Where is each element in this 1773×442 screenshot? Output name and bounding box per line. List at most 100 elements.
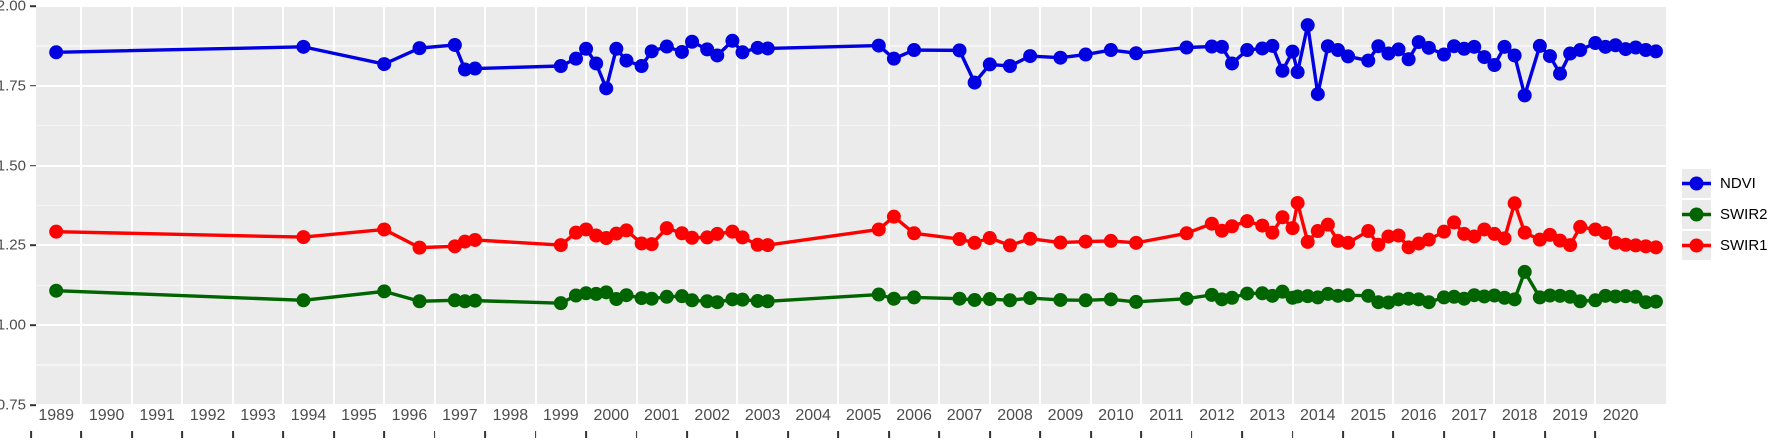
legend-item-ndvi[interactable]: NDVI <box>1682 168 1773 199</box>
x-tick-mark <box>1443 431 1445 438</box>
x-tick-label: 2014 <box>1299 407 1336 424</box>
y-tick-mark <box>30 85 36 87</box>
data-point <box>1648 240 1663 255</box>
x-tick-mark <box>534 431 537 438</box>
legend-item-swir1[interactable]: SWIR1 <box>1682 230 1773 261</box>
data-point <box>659 39 674 54</box>
data-point <box>296 293 311 308</box>
y-tick-label: 0.75 <box>0 396 26 414</box>
data-point <box>907 43 922 58</box>
data-point <box>1078 234 1093 249</box>
data-point <box>412 294 427 309</box>
data-point <box>1129 46 1144 61</box>
series-ndvi <box>49 18 1663 103</box>
y-tick-label: 1.00 <box>0 316 26 334</box>
data-point <box>447 293 462 308</box>
gridline-horizontal-major <box>36 244 1666 247</box>
data-point <box>1002 293 1017 308</box>
gridline-vertical <box>1442 6 1445 405</box>
data-point <box>1542 49 1557 64</box>
x-tick-label: 2015 <box>1350 407 1387 424</box>
gridline-horizontal-major <box>36 324 1666 327</box>
data-point <box>553 238 568 253</box>
x-tick-label: 1997 <box>442 407 478 424</box>
x-tick-mark <box>988 431 991 438</box>
data-point <box>1204 39 1219 54</box>
y-tick-mark <box>30 324 36 326</box>
x-tick-label: 1993 <box>240 407 276 424</box>
data-point <box>760 238 775 253</box>
gridline-vertical <box>786 6 789 405</box>
data-point <box>760 294 775 309</box>
gridline-vertical <box>130 6 133 405</box>
data-point <box>553 59 568 74</box>
data-point <box>1573 219 1588 234</box>
x-tick-label: 2007 <box>946 407 983 424</box>
data-point <box>589 56 604 71</box>
x-tick-mark <box>231 431 234 438</box>
data-point <box>952 43 967 58</box>
gridline-vertical <box>1594 6 1597 405</box>
x-tick-label: 2016 <box>1400 407 1437 424</box>
data-point <box>1477 289 1492 304</box>
legend-key-icon <box>1682 169 1711 198</box>
data-point <box>634 291 649 306</box>
data-point <box>1265 225 1280 240</box>
data-point <box>659 221 674 236</box>
x-tick-label: 2005 <box>845 407 882 424</box>
gridline-horizontal-minor <box>36 364 1666 366</box>
gridline-vertical <box>1241 6 1244 405</box>
data-point <box>296 39 311 54</box>
data-point <box>1225 219 1240 234</box>
gridline-horizontal-minor <box>36 125 1666 127</box>
x-tick-label: 1994 <box>290 407 327 424</box>
data-point <box>568 51 583 66</box>
data-point <box>1214 39 1229 54</box>
data-point <box>1002 59 1017 74</box>
x-tick-mark <box>1342 431 1344 438</box>
x-tick-mark <box>1039 431 1042 438</box>
data-point <box>619 288 634 303</box>
data-point <box>967 75 982 90</box>
x-tick-mark <box>383 431 386 438</box>
data-point <box>1103 43 1118 58</box>
data-point <box>659 289 674 304</box>
gridline-vertical <box>1493 6 1496 405</box>
data-point <box>1275 284 1290 299</box>
data-point <box>634 59 649 74</box>
data-point <box>1507 196 1522 211</box>
data-point <box>49 224 64 239</box>
y-tick-mark <box>30 5 36 7</box>
data-point <box>1532 38 1547 53</box>
data-point <box>967 235 982 250</box>
data-point <box>1598 225 1613 240</box>
chart-legend: NDVI SWIR2 SWIR1 <box>1682 168 1773 274</box>
data-point <box>579 41 594 56</box>
legend-item-swir2[interactable]: SWIR2 <box>1682 199 1773 230</box>
data-point <box>735 45 750 60</box>
x-tick-label: 1990 <box>88 407 125 424</box>
data-point <box>1638 239 1653 254</box>
data-point <box>725 33 740 48</box>
data-point <box>760 41 775 56</box>
data-point <box>1225 290 1240 305</box>
data-point <box>1618 289 1633 304</box>
gridline-vertical <box>484 6 487 405</box>
data-point <box>1421 295 1436 310</box>
data-point <box>1275 63 1290 78</box>
data-point <box>1436 224 1451 239</box>
data-point <box>1421 232 1436 247</box>
x-tick-label: 2011 <box>1149 407 1184 424</box>
gridline-vertical <box>1543 6 1546 405</box>
x-tick-mark <box>181 431 184 438</box>
x-tick-label: 2003 <box>744 407 781 424</box>
data-point <box>952 291 967 306</box>
data-point <box>685 230 700 245</box>
data-point <box>457 294 472 309</box>
gridline-vertical <box>988 6 991 405</box>
data-point <box>685 293 700 308</box>
y-tick-mark <box>30 164 36 167</box>
series-swir2 <box>49 264 1663 311</box>
data-point <box>1391 292 1406 307</box>
data-point <box>49 283 64 298</box>
